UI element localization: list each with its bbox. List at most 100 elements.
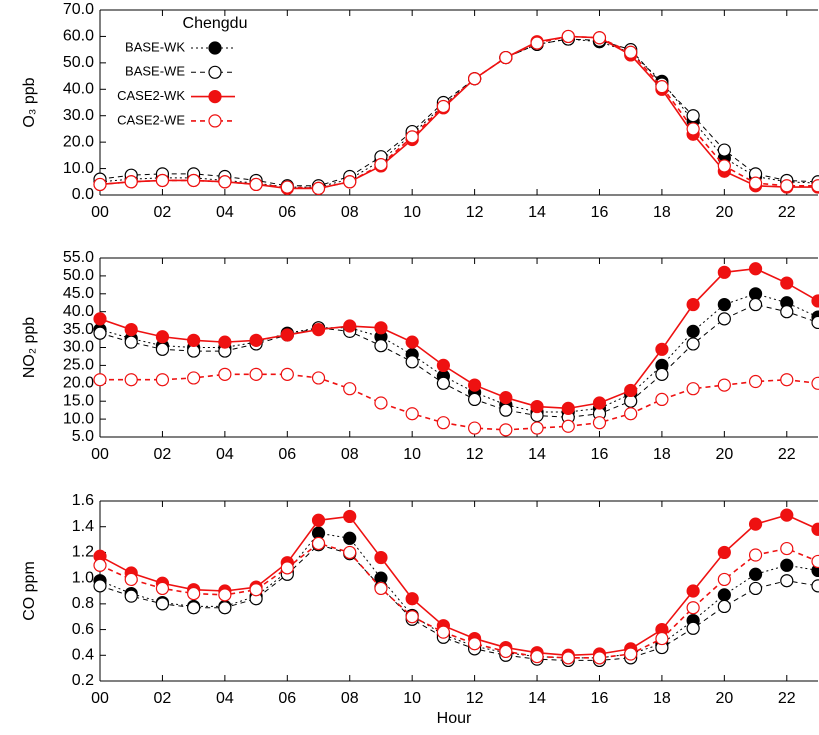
marker xyxy=(717,297,731,312)
legend-label: CASE2-WE xyxy=(117,112,185,127)
marker xyxy=(655,392,669,407)
x-tick-label: 06 xyxy=(278,446,296,463)
series-line xyxy=(99,544,819,661)
marker xyxy=(748,297,763,312)
marker xyxy=(561,29,575,44)
marker xyxy=(343,319,357,333)
marker xyxy=(93,326,107,340)
x-tick-label: 16 xyxy=(591,690,609,707)
marker xyxy=(155,330,170,344)
marker xyxy=(686,122,700,136)
marker xyxy=(811,315,819,330)
y-tick-label: 10.0 xyxy=(63,410,94,427)
marker xyxy=(280,328,294,342)
legend-title: Chengdu xyxy=(183,15,248,32)
marker xyxy=(686,382,700,396)
marker xyxy=(343,509,357,524)
x-tick-label: 12 xyxy=(466,690,484,707)
marker xyxy=(374,581,388,596)
y-tick-label: 50.0 xyxy=(63,54,94,71)
marker xyxy=(436,625,450,639)
x-tick-label: 06 xyxy=(278,204,296,221)
marker xyxy=(686,584,700,598)
marker xyxy=(124,175,138,189)
marker xyxy=(717,159,731,173)
y-tick-label: 5.0 xyxy=(72,428,94,445)
x-tick-label: 10 xyxy=(403,446,421,463)
marker xyxy=(155,597,170,611)
marker xyxy=(218,175,232,189)
marker xyxy=(218,367,232,381)
marker xyxy=(780,373,794,387)
marker xyxy=(124,572,138,587)
legend-marker xyxy=(208,65,222,79)
marker xyxy=(436,376,450,390)
marker xyxy=(811,579,819,593)
marker xyxy=(374,339,388,353)
marker xyxy=(374,550,388,565)
marker xyxy=(811,522,819,536)
marker xyxy=(311,536,326,551)
marker xyxy=(405,592,419,606)
x-tick-label: 02 xyxy=(154,446,172,463)
legend-label: CASE2-WK xyxy=(117,88,185,103)
x-tick-label: 18 xyxy=(653,204,671,221)
x-tick-label: 16 xyxy=(591,446,609,463)
marker xyxy=(187,333,201,347)
marker xyxy=(468,378,482,392)
marker xyxy=(624,647,638,661)
marker xyxy=(311,371,326,385)
marker xyxy=(717,312,731,326)
series-line xyxy=(99,514,819,657)
marker xyxy=(436,416,450,430)
marker xyxy=(311,181,326,195)
x-tick-label: 08 xyxy=(341,204,359,221)
marker xyxy=(780,276,794,290)
x-tick-label: 04 xyxy=(216,690,234,707)
marker xyxy=(374,158,388,172)
marker xyxy=(530,649,544,664)
series-line xyxy=(99,35,818,190)
marker xyxy=(780,541,794,556)
marker xyxy=(748,176,763,190)
marker xyxy=(811,376,819,390)
series-line xyxy=(99,35,818,190)
x-tick-label: 12 xyxy=(466,204,484,221)
marker xyxy=(530,421,544,435)
marker xyxy=(280,367,294,381)
x-tick-label: 12 xyxy=(466,446,484,463)
marker xyxy=(748,517,763,531)
marker xyxy=(811,554,819,569)
marker xyxy=(561,651,575,665)
marker xyxy=(748,374,763,389)
marker xyxy=(218,335,232,349)
y-tick-label: 30.0 xyxy=(63,107,94,124)
series-line xyxy=(99,304,819,418)
marker xyxy=(468,637,482,651)
series-line xyxy=(99,38,819,188)
x-tick-label: 00 xyxy=(91,690,109,707)
marker xyxy=(187,601,201,615)
marker xyxy=(187,586,201,601)
legend-label: BASE-WE xyxy=(125,64,185,79)
marker xyxy=(218,601,232,615)
marker xyxy=(343,545,357,560)
marker xyxy=(530,36,544,50)
marker xyxy=(530,399,544,414)
y-tick-label: 0.4 xyxy=(72,647,94,664)
marker xyxy=(717,143,731,157)
marker xyxy=(405,355,419,369)
y-tick-label: 60.0 xyxy=(63,28,94,45)
x-tick-label: 00 xyxy=(91,204,109,221)
x-tick-label: 22 xyxy=(778,690,796,707)
x-tick-label: 20 xyxy=(715,690,733,707)
marker xyxy=(655,80,669,94)
marker xyxy=(717,588,731,602)
y-tick-label: 50.0 xyxy=(63,267,94,284)
x-tick-label: 14 xyxy=(528,204,546,221)
y-tick-label: 0.6 xyxy=(72,621,94,638)
series-line xyxy=(99,293,819,413)
marker xyxy=(686,109,700,123)
marker xyxy=(811,294,819,308)
marker xyxy=(311,513,326,527)
